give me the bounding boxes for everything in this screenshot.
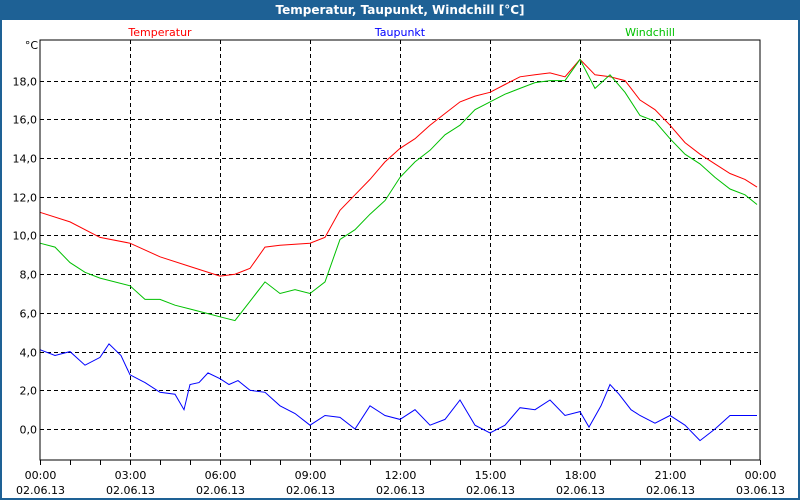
series-line-temperatur <box>39 58 758 277</box>
x-tick-time: 00:00 <box>745 469 777 482</box>
plot-frame <box>39 39 761 461</box>
x-tick-date: 02.06.13 <box>376 484 425 497</box>
x-tick-date: 02.06.13 <box>106 484 155 497</box>
series-line-taupunkt <box>39 343 757 442</box>
x-tick-time: 15:00 <box>475 469 507 482</box>
y-tick-label: 8,0 <box>20 269 38 282</box>
y-axis-label: °C <box>25 39 39 52</box>
y-tick-label: 14,0 <box>13 153 38 166</box>
y-tick-label: 0,0 <box>20 424 38 437</box>
y-tick-label: 12,0 <box>13 192 38 205</box>
x-tick-time: 09:00 <box>295 469 327 482</box>
x-tick-time: 03:00 <box>115 469 147 482</box>
y-tick-label: 10,0 <box>13 230 38 243</box>
x-tick-time: 12:00 <box>385 469 417 482</box>
legend: Temperatur Taupunkt Windchill <box>127 26 675 39</box>
x-tick-time: 21:00 <box>655 469 687 482</box>
legend-taupunkt: Taupunkt <box>374 26 426 39</box>
x-tick-date: 02.06.13 <box>196 484 245 497</box>
x-tick-date: 03.06.13 <box>736 484 785 497</box>
y-tick-label: 2,0 <box>20 385 38 398</box>
axis-ticks: 0,0 2,0 4,0 6,0 8,0 10,0 12,0 14,0 16,0 18,0 00:00… <box>13 76 785 498</box>
y-tick-label: 18,0 <box>13 76 38 89</box>
series-line-windchill <box>39 58 758 322</box>
series-lines <box>39 58 758 442</box>
x-tick-time: 06:00 <box>205 469 237 482</box>
y-tick-label: 6,0 <box>20 308 38 321</box>
x-tick-date: 02.06.13 <box>466 484 515 497</box>
x-tick-date: 02.06.13 <box>646 484 695 497</box>
x-tick-time: 18:00 <box>565 469 597 482</box>
y-tick-label: 16,0 <box>13 114 38 127</box>
x-tick-date: 02.06.13 <box>556 484 605 497</box>
legend-windchill: Windchill <box>625 26 675 39</box>
legend-temperatur: Temperatur <box>127 26 192 39</box>
window-title: Temperatur, Taupunkt, Windchill [°C] <box>275 3 525 17</box>
grid <box>40 40 760 460</box>
y-tick-label: 4,0 <box>20 347 38 360</box>
x-tick-time: 00:00 <box>25 469 57 482</box>
x-tick-date: 02.06.13 <box>286 484 335 497</box>
x-tick-date: 02.06.13 <box>16 484 65 497</box>
